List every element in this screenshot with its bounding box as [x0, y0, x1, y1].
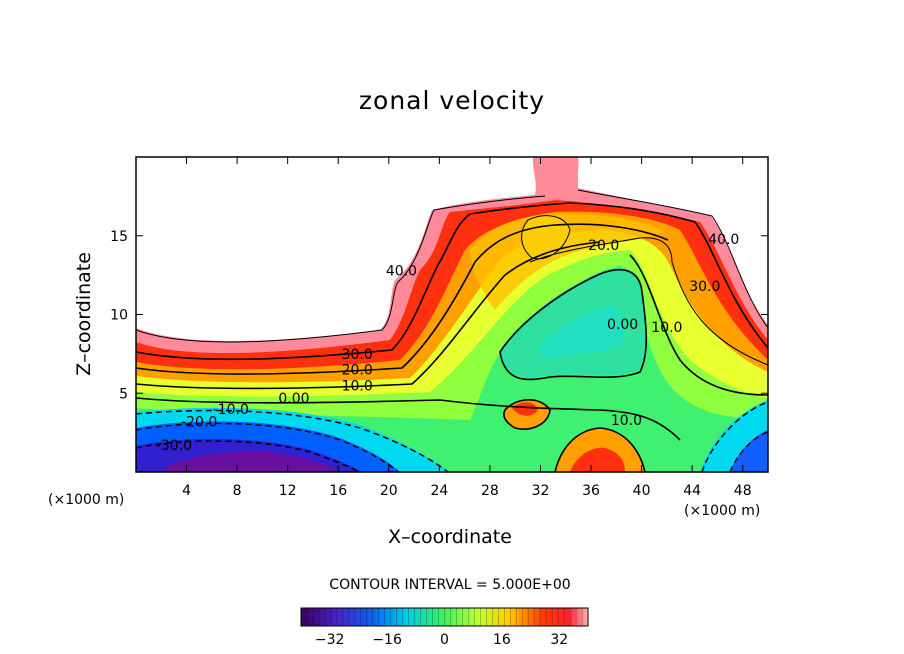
contour-label-0: 40.0 [386, 263, 417, 279]
colorbar-ticks: −32 −16 0 16 32 [315, 632, 568, 648]
contour-label-6: 30.0 [342, 347, 373, 363]
x-unit-right: (×1000 m) [684, 503, 761, 519]
right-cold-blue [730, 430, 768, 472]
x-tick-label-48: 48 [734, 483, 752, 499]
x-tick-label-40: 40 [633, 483, 651, 499]
contour-neg20 [136, 422, 399, 472]
colorbar-tick-label-3: 16 [493, 632, 511, 648]
contour-neg10 [136, 409, 449, 472]
contour-label-8: 10.0 [342, 378, 373, 394]
bottom-red-cell [570, 447, 625, 472]
x-tick-label-28: 28 [481, 483, 499, 499]
contour-lines [136, 189, 768, 472]
contour-label-4: 0.00 [607, 317, 638, 333]
contour-label-7: 20.0 [342, 363, 373, 379]
contour-right-neg2 [729, 431, 768, 472]
y-axis: 5 10 15 [110, 229, 768, 402]
jet-core-orange [470, 214, 665, 310]
contour-label-9: 0.00 [278, 391, 309, 407]
contour-label-11: -20.0 [181, 415, 217, 431]
colorbar-stripes [306, 608, 583, 626]
mid-cyan-cell [538, 305, 625, 358]
top-plume [532, 157, 579, 198]
contour-label-2: 30.0 [689, 279, 720, 295]
contour-20 [136, 223, 669, 375]
colorbar-tick-label-2: 0 [440, 632, 449, 648]
x-unit-left: (×1000 m) [48, 492, 125, 508]
contour-jet-core [521, 215, 571, 260]
contour-label-12: -30.0 [156, 438, 192, 454]
contour-label-13: 10.0 [611, 413, 642, 429]
contour-label-5: 10.0 [651, 320, 682, 336]
x-tick-label-4: 4 [182, 483, 191, 499]
x-tick-label-16: 16 [329, 483, 347, 499]
colorbar-tick-label-4: 32 [550, 632, 568, 648]
contour-20-inner [529, 237, 768, 366]
x-tick-label-20: 20 [380, 483, 398, 499]
contour-neg30 [136, 440, 361, 472]
contour-40-right [577, 189, 768, 329]
x-tick-label-24: 24 [430, 483, 448, 499]
x-tick-label-36: 36 [582, 483, 600, 499]
colorbar-tick-label-1: −16 [372, 632, 402, 648]
x-axis-label: X–coordinate [388, 526, 512, 548]
contour-0 [136, 397, 681, 441]
colorbar [300, 607, 589, 627]
contour-right-neg [701, 401, 768, 472]
colorbar-tick-label-0: −32 [315, 632, 345, 648]
contour-interval-text: CONTOUR INTERVAL = 5.000E+00 [329, 577, 571, 593]
y-tick-label-15: 15 [110, 229, 128, 245]
contour-labels: 40.040.030.020.00.00 10.030.020.010.00.00… [156, 232, 740, 454]
y-tick-label-10: 10 [110, 308, 128, 324]
y-tick-label-5: 5 [119, 386, 128, 402]
x-tick-label-12: 12 [279, 483, 297, 499]
contour-label-1: 40.0 [708, 232, 739, 248]
contour-40 [136, 195, 546, 343]
contour-label-3: 20.0 [588, 238, 619, 254]
contour-0-cell [499, 268, 648, 381]
contour-10-right [629, 254, 768, 396]
y-axis-label: Z–coordinate [73, 252, 95, 376]
velocity-field [136, 157, 768, 472]
x-tick-label-32: 32 [532, 483, 550, 499]
contour-10 [136, 241, 601, 390]
cold-purple [160, 451, 340, 472]
x-tick-label-44: 44 [683, 483, 701, 499]
chart-title: zonal velocity [358, 86, 546, 115]
contour-30 [136, 202, 768, 361]
x-tick-label-8: 8 [233, 483, 242, 499]
contour-label-10: -10.0 [213, 402, 249, 418]
x-axis: 4 8 12 16 20 24 28 32 36 40 44 48 [182, 157, 752, 499]
small-red-cell [512, 402, 538, 416]
contour-small-warm [503, 399, 551, 430]
contour-bottom-warm [554, 427, 646, 472]
